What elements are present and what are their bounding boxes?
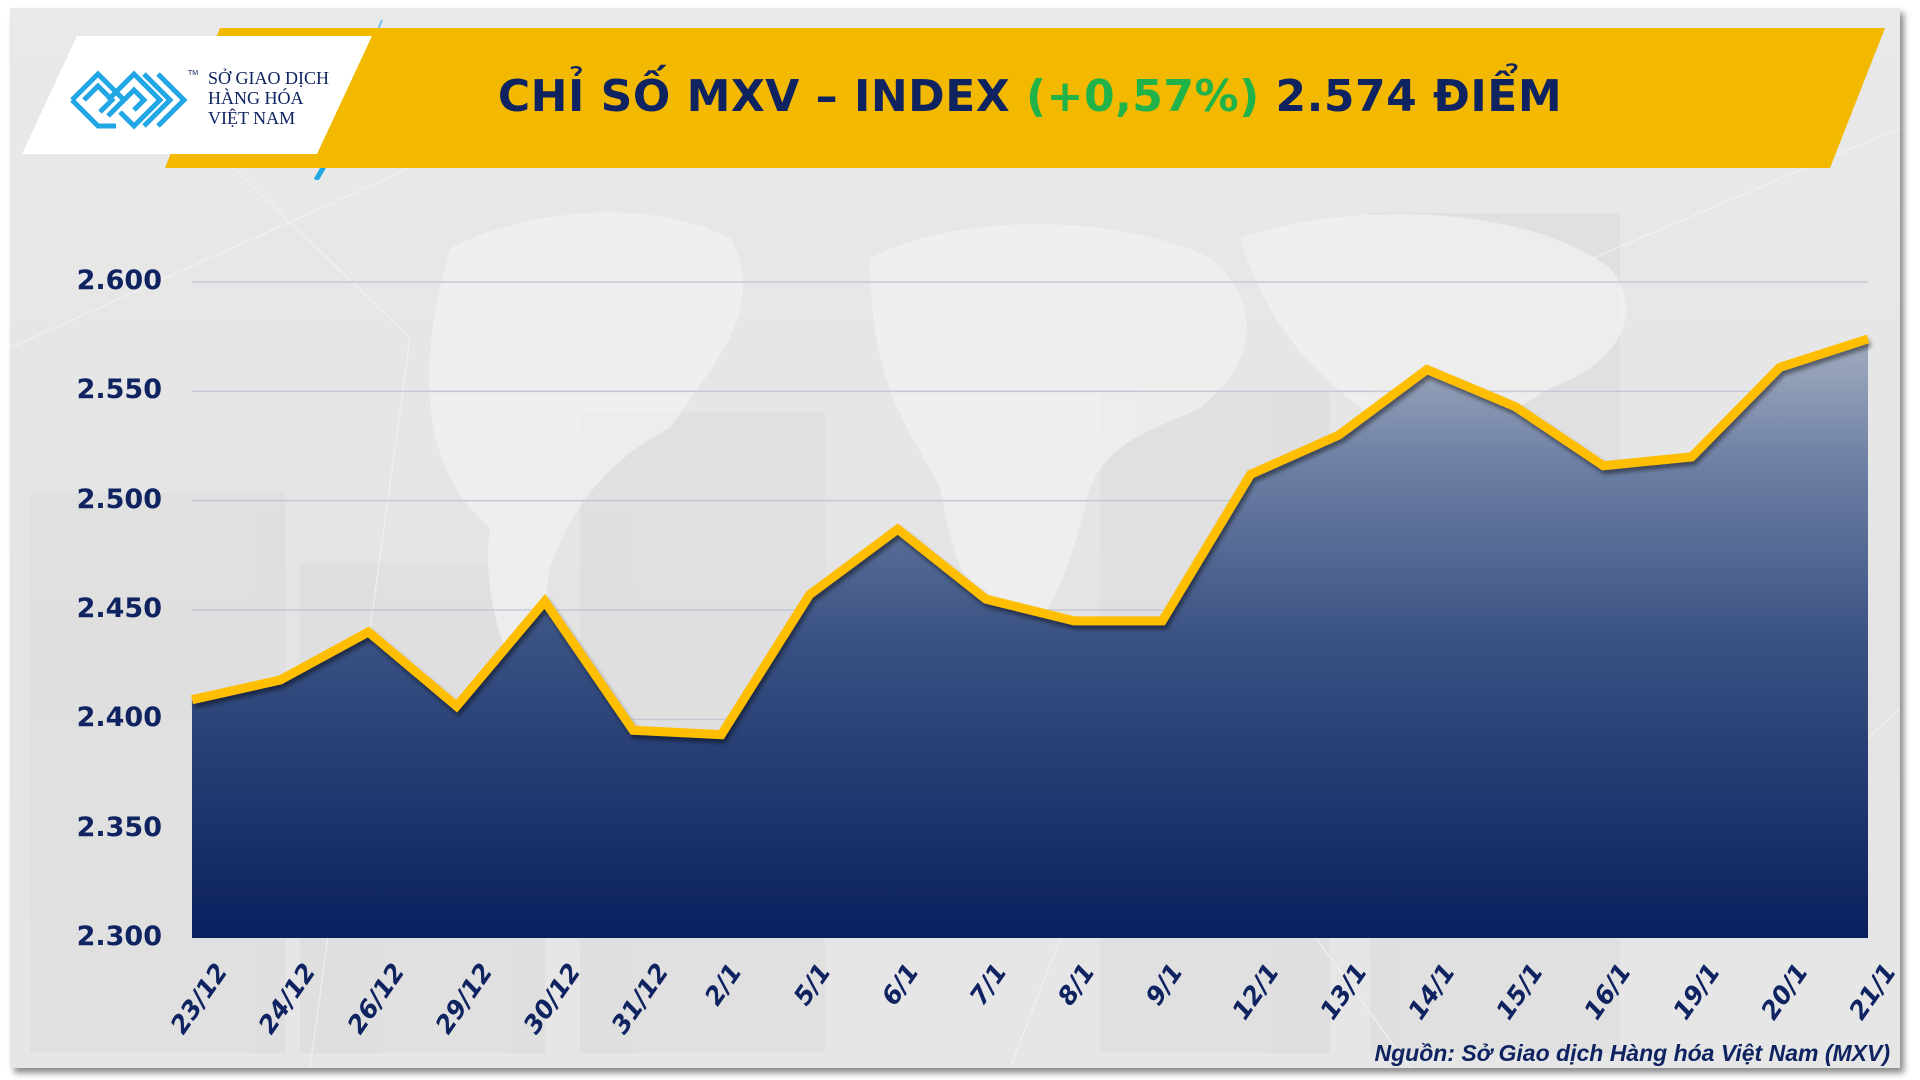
- y-tick-label: 2.350: [76, 811, 162, 843]
- y-tick-label: 2.450: [76, 593, 162, 624]
- chart-title: CHỈ SỐ MXV – INDEX (+0,57%) 2.574 ĐIỂM: [120, 62, 1920, 132]
- logo-text: SỞ GIAO DỊCH HÀNG HÓA VIỆT NAM: [208, 68, 329, 128]
- y-tick-label: 2.550: [76, 374, 162, 406]
- logo-line-2: HÀNG HÓA: [208, 88, 304, 108]
- mxv-logo-icon: [70, 70, 188, 130]
- y-tick-label: 2.500: [76, 483, 162, 515]
- logo-trademark: TM: [188, 70, 199, 77]
- logo-line-1: SỞ GIAO DỊCH: [208, 68, 329, 88]
- area-fill: [192, 338, 1868, 938]
- title-value: 2.574 ĐIỂM: [1259, 71, 1563, 122]
- y-tick-label: 2.600: [76, 265, 162, 296]
- y-tick-label: 2.300: [76, 921, 162, 952]
- title-change-percent: (+0,57%): [1026, 71, 1260, 122]
- logo-line-3: VIỆT NAM: [208, 108, 296, 128]
- y-tick-label: 2.400: [76, 702, 162, 734]
- index-line: [191, 334, 1870, 740]
- title-prefix: CHỈ SỐ MXV – INDEX: [497, 71, 1026, 122]
- title-banner: [165, 28, 1885, 168]
- source-note: Nguồn: Sở Giao dịch Hàng hóa Việt Nam (M…: [1374, 1040, 1890, 1066]
